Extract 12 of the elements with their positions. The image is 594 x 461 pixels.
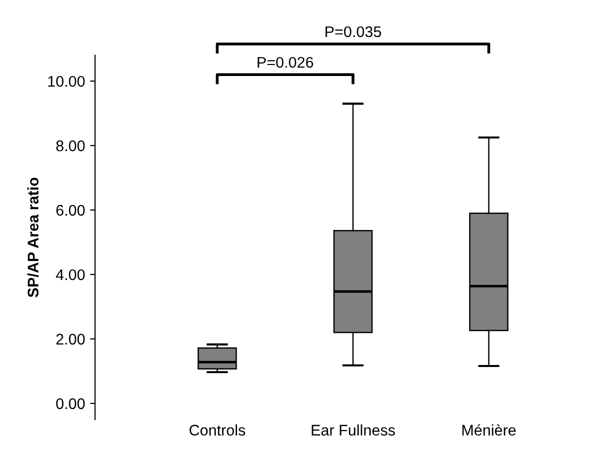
annotation: P=0.026	[258, 56, 314, 68]
y-axis-title: SP/AP Area ratio	[27, 178, 39, 298]
y-tick-label: 10.00	[48, 76, 85, 87]
x-tick-label: Ear Fullness	[312, 424, 395, 436]
y-tick-label: 4.00	[56, 269, 85, 280]
y-tick-label: 6.00	[56, 204, 85, 216]
y-tick-label: 8.00	[56, 140, 85, 152]
y-tick-label: 2.00	[56, 334, 85, 345]
y-tick-label: 0.00	[56, 398, 85, 410]
text: P=0.035	[326, 26, 382, 38]
x-tick-label: Ménière	[462, 424, 516, 436]
x-tick-label: Controls	[190, 424, 246, 436]
